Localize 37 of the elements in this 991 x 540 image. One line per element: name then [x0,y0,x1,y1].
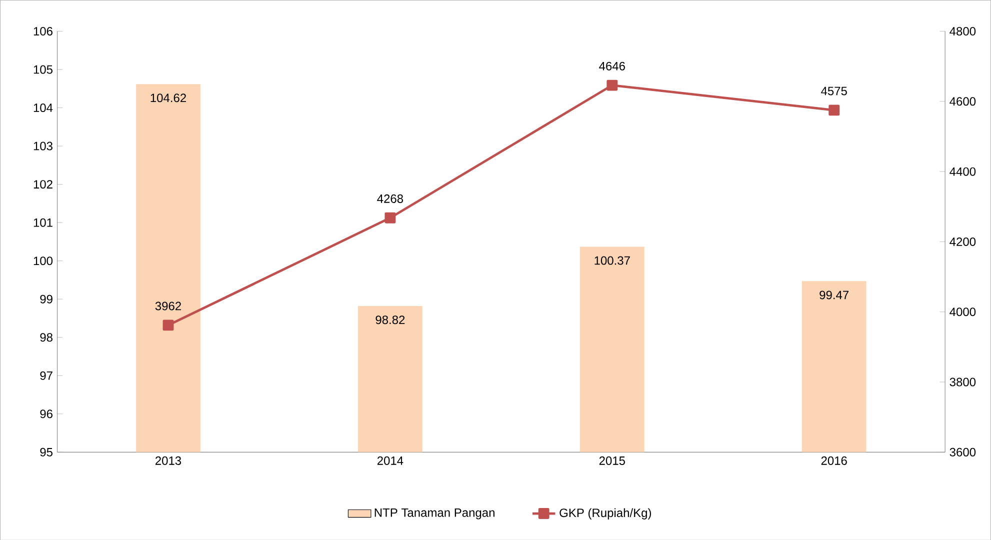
data-label: 4575 [821,86,847,96]
y-tick-label: 100 [34,256,53,265]
legend-label: GKP (Rupiah/Kg) [560,508,652,520]
x-tick-label: 2015 [599,456,625,465]
y-tick-label: 97 [40,371,52,380]
y2-tick-label: 4200 [950,237,976,246]
data-label: 4646 [599,62,625,70]
x-tick-label: 2016 [821,456,847,465]
y-tick-label: 96 [40,409,52,418]
data-label: 4268 [377,194,404,203]
y-tick-label: 106 [34,26,52,36]
point [384,212,396,224]
y2-tick-label: 4800 [950,26,976,36]
y-tick-label: 98 [40,332,52,342]
data-label: 100.37 [594,256,630,265]
y-tick-label: 105 [34,65,52,74]
x-tick-label: 2014 [377,456,404,465]
y-tick-label: 102 [34,180,52,188]
y2-tick-label: 4000 [950,307,976,316]
y-tick-label: 99 [40,294,52,304]
y2-tick-label: 3800 [950,378,976,386]
data-label: 99.47 [820,290,848,300]
x-tick-label: 2013 [156,456,182,465]
y2-tick-label: 3600 [950,448,976,456]
legend-label: NTP Tanaman Pangan [374,508,494,520]
y2-tick-label: 4400 [950,167,976,176]
point [606,80,618,91]
data-label: 98.82 [376,315,405,324]
y-tick-label: 95 [40,448,52,456]
y-tick-label: 101 [34,218,52,227]
point [828,104,840,116]
y-tick-label: 104 [34,103,53,112]
data-label: 104.62 [150,93,186,102]
y-tick-label: 103 [34,142,52,150]
y2-tick-label: 4600 [950,96,976,106]
point [162,320,174,330]
data-label: 3962 [155,302,181,310]
